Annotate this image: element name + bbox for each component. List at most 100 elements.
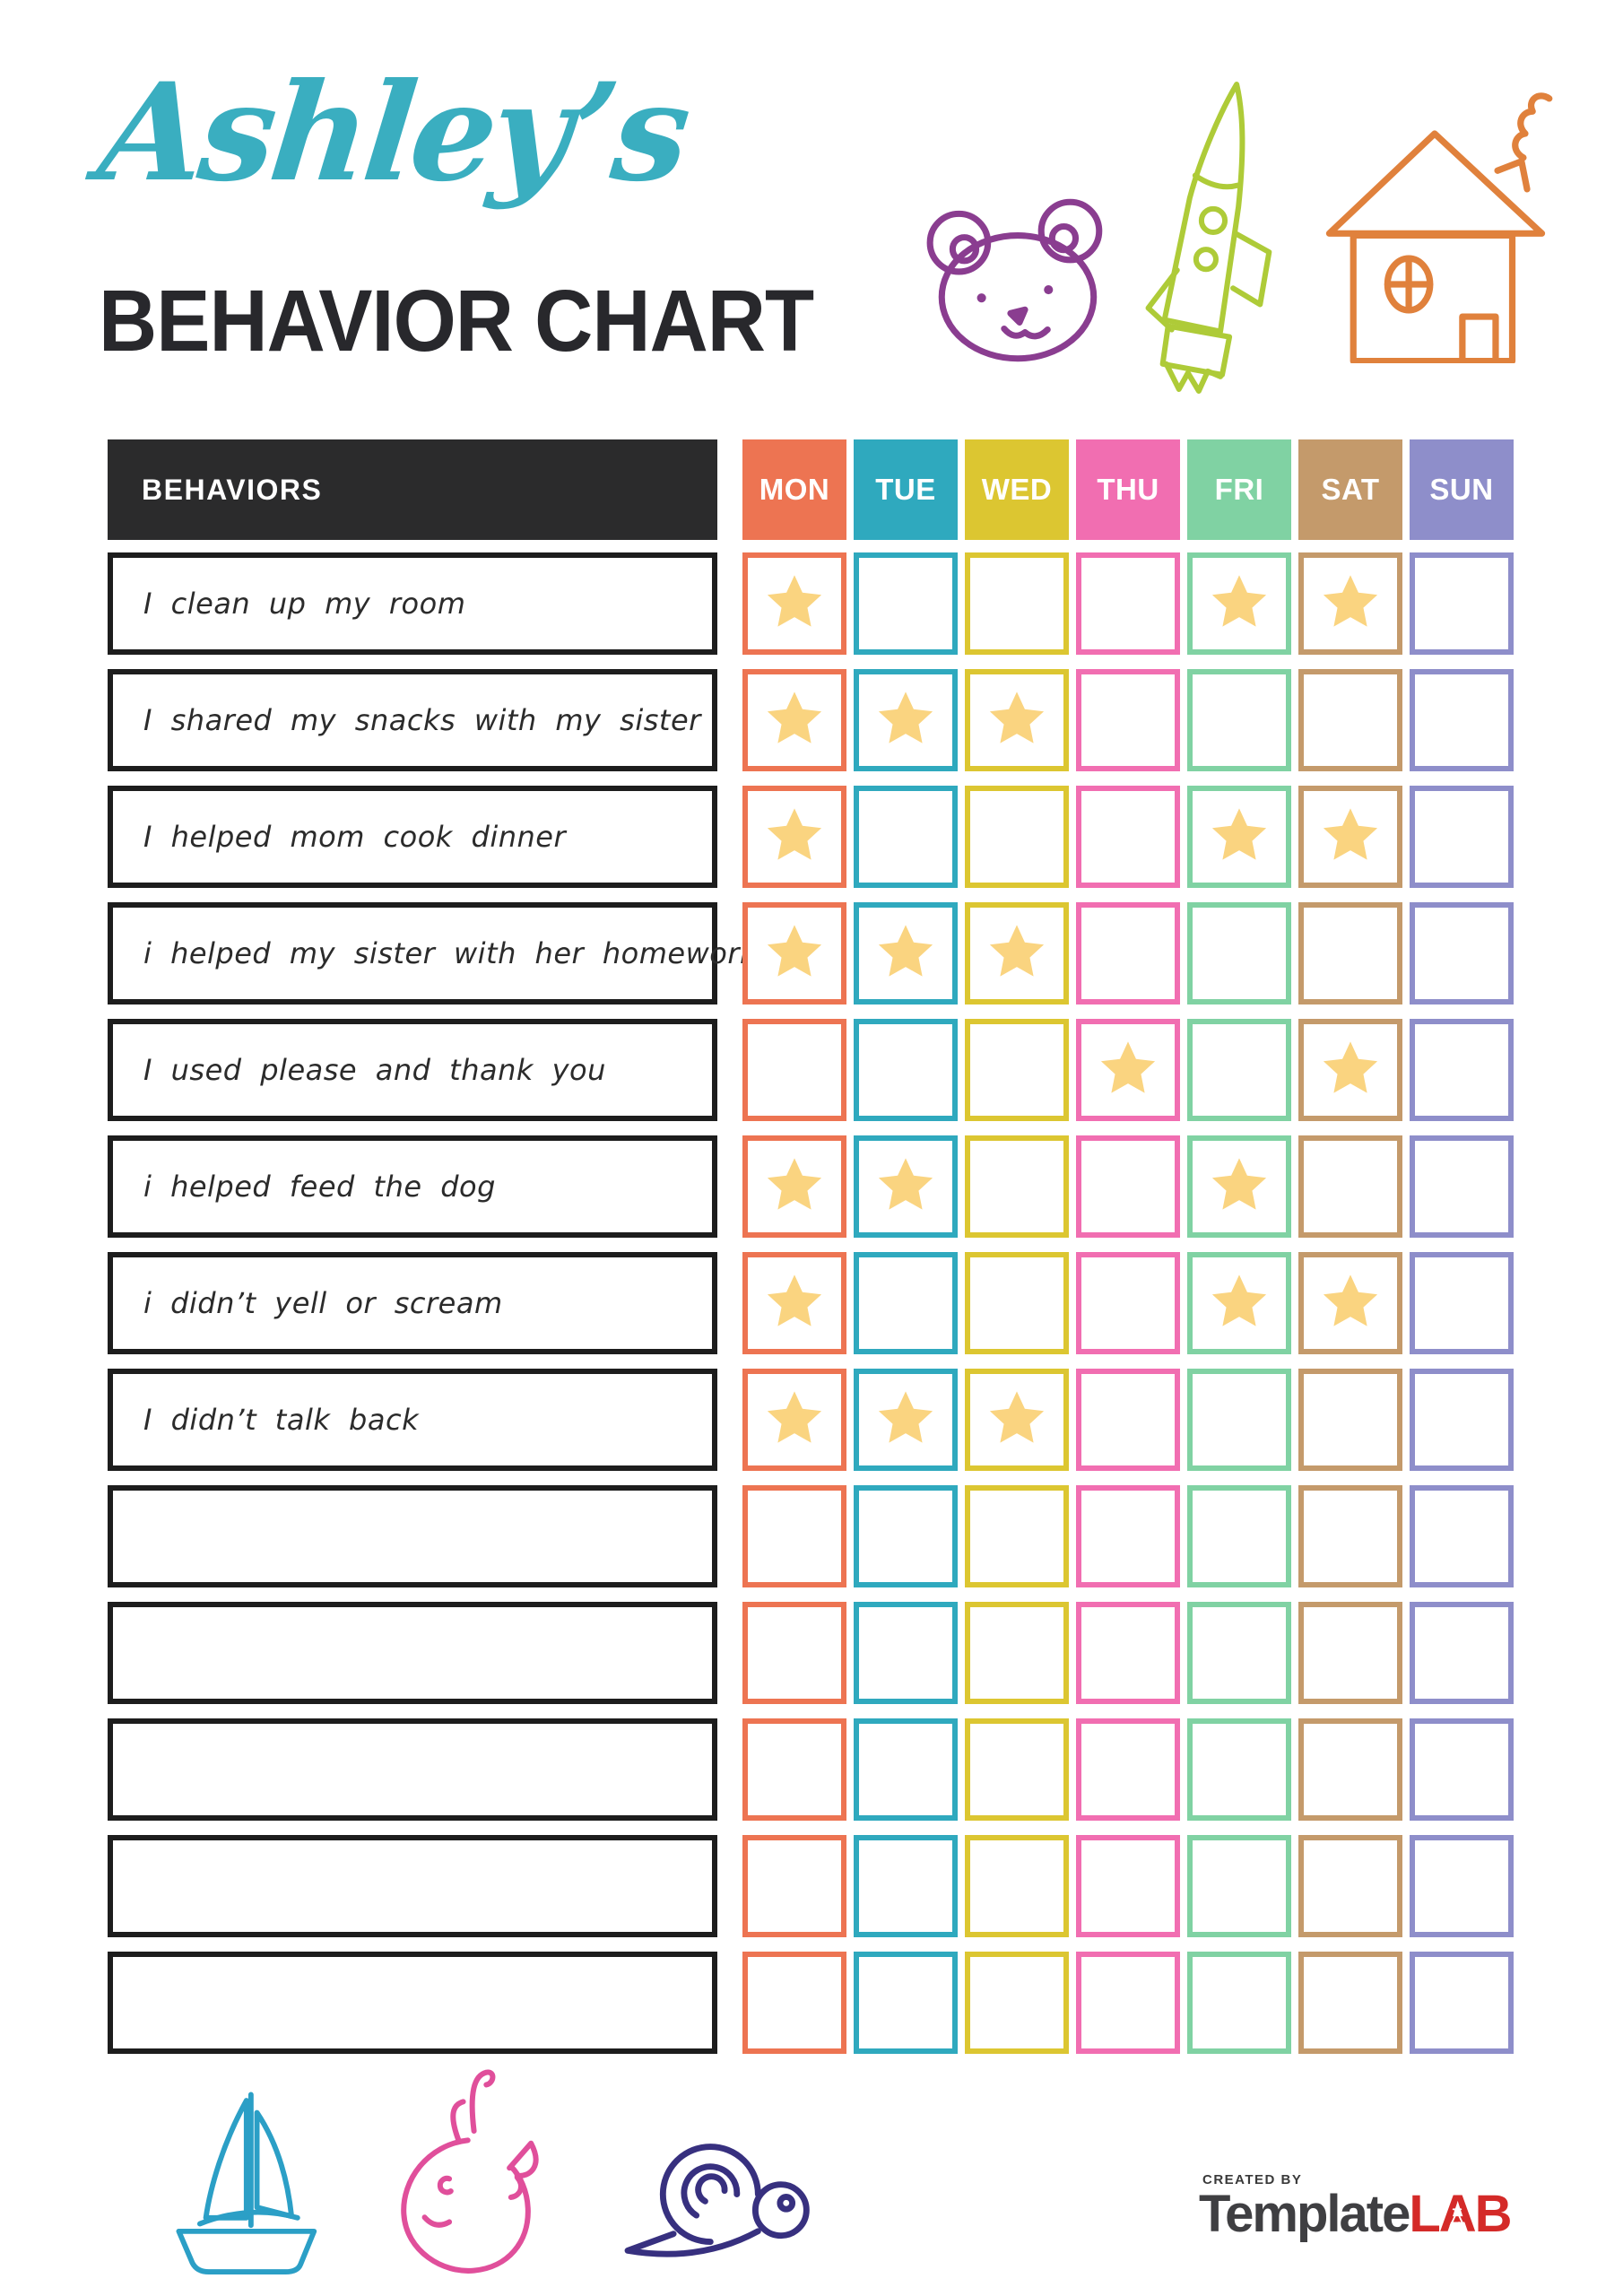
star-cell-mon-row2[interactable] [742,669,846,771]
star-cell-thu-row7[interactable] [1076,1252,1180,1354]
star-cell-tue-row12[interactable] [854,1835,958,1937]
star-cell-mon-row13[interactable] [742,1952,846,2054]
star-cell-sat-row8[interactable] [1298,1369,1402,1471]
star-cell-mon-row4[interactable] [742,902,846,1004]
star-cell-wed-row7[interactable] [965,1252,1069,1354]
star-cell-fri-row4[interactable] [1187,902,1291,1004]
star-cell-fri-row11[interactable] [1187,1718,1291,1821]
behavior-label-box-11[interactable] [108,1718,717,1821]
star-cell-thu-row3[interactable] [1076,786,1180,888]
star-cell-sat-row2[interactable] [1298,669,1402,771]
star-cell-fri-row13[interactable] [1187,1952,1291,2054]
behavior-label-box-7[interactable]: i didn’t yell or scream [108,1252,717,1354]
star-cell-thu-row10[interactable] [1076,1602,1180,1704]
star-cell-wed-row4[interactable] [965,902,1069,1004]
star-cell-tue-row7[interactable] [854,1252,958,1354]
star-cell-thu-row12[interactable] [1076,1835,1180,1937]
star-cell-fri-row2[interactable] [1187,669,1291,771]
behavior-label-box-8[interactable]: I didn’t talk back [108,1369,717,1471]
star-cell-tue-row11[interactable] [854,1718,958,1821]
behavior-label-box-13[interactable] [108,1952,717,2054]
star-cell-thu-row1[interactable] [1076,552,1180,655]
star-cell-thu-row9[interactable] [1076,1485,1180,1587]
star-cell-sat-row9[interactable] [1298,1485,1402,1587]
star-cell-thu-row2[interactable] [1076,669,1180,771]
star-cell-wed-row11[interactable] [965,1718,1069,1821]
star-cell-sun-row10[interactable] [1410,1602,1514,1704]
star-cell-sat-row7[interactable] [1298,1252,1402,1354]
star-cell-sun-row5[interactable] [1410,1019,1514,1121]
star-cell-sat-row13[interactable] [1298,1952,1402,2054]
star-cell-sat-row5[interactable] [1298,1019,1402,1121]
star-cell-thu-row11[interactable] [1076,1718,1180,1821]
star-cell-fri-row6[interactable] [1187,1135,1291,1238]
star-cell-fri-row7[interactable] [1187,1252,1291,1354]
star-cell-thu-row5[interactable] [1076,1019,1180,1121]
star-cell-tue-row6[interactable] [854,1135,958,1238]
star-cell-sat-row12[interactable] [1298,1835,1402,1937]
star-cell-mon-row1[interactable] [742,552,846,655]
star-cell-sat-row3[interactable] [1298,786,1402,888]
star-cell-fri-row3[interactable] [1187,786,1291,888]
behavior-label-box-4[interactable]: i helped my sister with her homework [108,902,757,1004]
star-cell-wed-row2[interactable] [965,669,1069,771]
star-cell-tue-row8[interactable] [854,1369,958,1471]
star-cell-sun-row6[interactable] [1410,1135,1514,1238]
star-cell-mon-row12[interactable] [742,1835,846,1937]
star-cell-fri-row12[interactable] [1187,1835,1291,1937]
star-cell-sat-row6[interactable] [1298,1135,1402,1238]
star-cell-wed-row5[interactable] [965,1019,1069,1121]
behavior-label-box-1[interactable]: I clean up my room [108,552,717,655]
star-cell-sun-row2[interactable] [1410,669,1514,771]
star-cell-mon-row11[interactable] [742,1718,846,1821]
star-cell-mon-row7[interactable] [742,1252,846,1354]
star-cell-sun-row7[interactable] [1410,1252,1514,1354]
behavior-label-box-12[interactable] [108,1835,717,1937]
star-cell-sun-row12[interactable] [1410,1835,1514,1937]
star-cell-wed-row10[interactable] [965,1602,1069,1704]
star-cell-sun-row8[interactable] [1410,1369,1514,1471]
star-cell-fri-row1[interactable] [1187,552,1291,655]
star-cell-thu-row8[interactable] [1076,1369,1180,1471]
star-cell-fri-row8[interactable] [1187,1369,1291,1471]
star-cell-sun-row3[interactable] [1410,786,1514,888]
star-cell-fri-row9[interactable] [1187,1485,1291,1587]
behavior-label-box-3[interactable]: I helped mom cook dinner [108,786,717,888]
behavior-label-box-5[interactable]: I used please and thank you [108,1019,717,1121]
star-cell-mon-row10[interactable] [742,1602,846,1704]
star-cell-fri-row5[interactable] [1187,1019,1291,1121]
star-cell-mon-row3[interactable] [742,786,846,888]
star-cell-wed-row6[interactable] [965,1135,1069,1238]
behavior-label-box-2[interactable]: I shared my snacks with my sister [108,669,717,771]
star-cell-sat-row11[interactable] [1298,1718,1402,1821]
star-cell-wed-row13[interactable] [965,1952,1069,2054]
star-cell-sat-row10[interactable] [1298,1602,1402,1704]
star-cell-mon-row6[interactable] [742,1135,846,1238]
star-cell-wed-row12[interactable] [965,1835,1069,1937]
behavior-label-box-6[interactable]: i helped feed the dog [108,1135,717,1238]
star-cell-sun-row11[interactable] [1410,1718,1514,1821]
star-cell-mon-row8[interactable] [742,1369,846,1471]
star-cell-tue-row9[interactable] [854,1485,958,1587]
star-cell-tue-row4[interactable] [854,902,958,1004]
star-cell-sat-row4[interactable] [1298,902,1402,1004]
behavior-label-box-10[interactable] [108,1602,717,1704]
star-cell-sun-row13[interactable] [1410,1952,1514,2054]
star-cell-wed-row8[interactable] [965,1369,1069,1471]
star-cell-mon-row9[interactable] [742,1485,846,1587]
star-cell-tue-row10[interactable] [854,1602,958,1704]
star-cell-thu-row6[interactable] [1076,1135,1180,1238]
star-cell-sun-row9[interactable] [1410,1485,1514,1587]
star-cell-sun-row1[interactable] [1410,552,1514,655]
star-cell-tue-row5[interactable] [854,1019,958,1121]
behavior-label-box-9[interactable] [108,1485,717,1587]
star-cell-tue-row3[interactable] [854,786,958,888]
star-cell-thu-row13[interactable] [1076,1952,1180,2054]
star-cell-wed-row9[interactable] [965,1485,1069,1587]
star-cell-mon-row5[interactable] [742,1019,846,1121]
star-cell-tue-row13[interactable] [854,1952,958,2054]
star-cell-fri-row10[interactable] [1187,1602,1291,1704]
star-cell-wed-row3[interactable] [965,786,1069,888]
star-cell-sun-row4[interactable] [1410,902,1514,1004]
star-cell-tue-row2[interactable] [854,669,958,771]
